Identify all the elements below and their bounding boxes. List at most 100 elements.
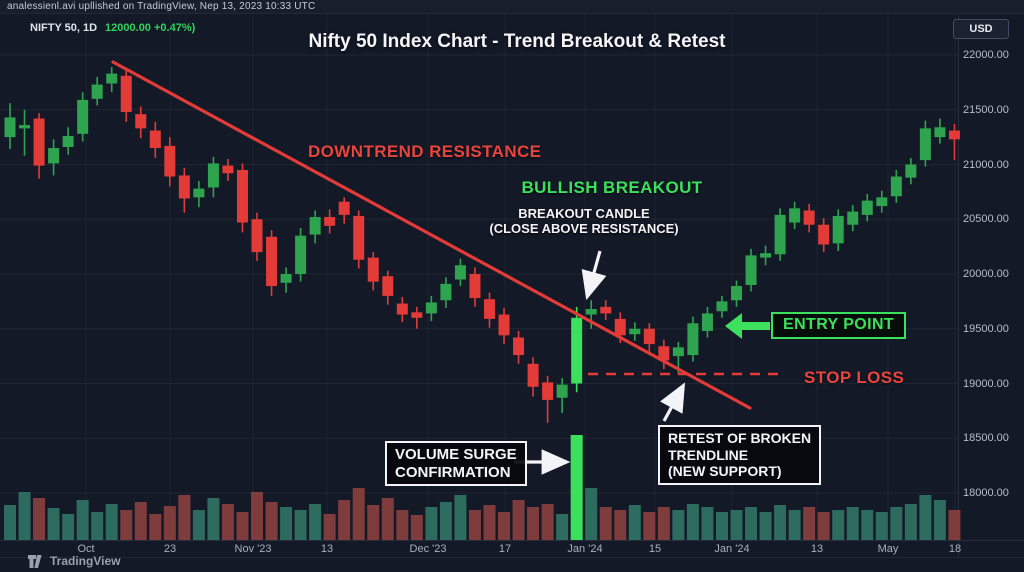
- candle-body: [629, 328, 641, 335]
- candle-body: [280, 274, 292, 283]
- volume-bar: [701, 507, 714, 540]
- candle-body: [396, 303, 408, 315]
- caption-text: analessienl.avi upllished on TradingView…: [7, 1, 316, 12]
- volume-surge-label-line1: VOLUME SURGE: [395, 446, 517, 463]
- volume-bar: [919, 495, 932, 540]
- volume-bar: [803, 507, 816, 540]
- volume-bar: [33, 498, 46, 540]
- currency-button[interactable]: USD: [953, 19, 1009, 39]
- retest-arrow: [660, 382, 686, 422]
- time-axis-label: 13: [810, 543, 824, 555]
- candle-body: [207, 163, 219, 188]
- volume-bar: [62, 514, 75, 540]
- volume-bar: [556, 514, 569, 540]
- volume-bar: [890, 507, 903, 540]
- retest-label: RETEST OF BROKEN TRENDLINE (NEW SUPPORT): [658, 425, 822, 485]
- candle-body: [411, 312, 423, 318]
- candle-body: [222, 165, 234, 174]
- candle-body: [106, 73, 118, 84]
- tradingview-brand[interactable]: TradingView: [28, 554, 120, 568]
- volume-bar: [541, 504, 554, 540]
- time-axis-label: 15: [648, 543, 662, 555]
- price-axis-label: 18500.00: [963, 432, 1009, 445]
- candle-body: [266, 236, 278, 287]
- price-axis-label: 20000.00: [963, 268, 1009, 280]
- price-axis-label: 19500.00: [963, 322, 1009, 335]
- bullish-breakout-label: BULLISH BREAKOUT: [521, 178, 703, 197]
- time-axis-label: 17: [498, 543, 512, 555]
- candle-body: [687, 323, 699, 356]
- volume-bar: [672, 510, 685, 540]
- price-axis-label: 19000.00: [963, 377, 1009, 390]
- volume-bar: [18, 492, 31, 540]
- candle-body: [513, 337, 525, 356]
- candle-body: [774, 214, 786, 255]
- candle-body: [760, 253, 772, 258]
- time-axis-label: 13: [320, 543, 334, 555]
- volume-bar: [512, 500, 525, 540]
- volume-bar: [657, 507, 670, 540]
- candle-body: [498, 314, 510, 336]
- candle-body: [890, 176, 902, 197]
- volume-bar: [599, 507, 612, 540]
- candle-body: [425, 302, 437, 314]
- retest-label-line1: RETEST OF BROKEN: [668, 430, 812, 446]
- candle-body: [77, 99, 89, 134]
- volume-bar: [294, 510, 307, 540]
- candle-body: [832, 215, 844, 244]
- volume-bar: [686, 504, 699, 540]
- candle-body: [571, 317, 583, 384]
- volume-surge-label: VOLUME SURGE CONFIRMATION: [385, 441, 527, 487]
- volume-bar: [236, 512, 249, 540]
- candle-body: [789, 208, 801, 223]
- symbol-legend[interactable]: NIFTY 50, 1D 12000.00 +0.47%): [30, 22, 195, 34]
- volume-bar: [846, 507, 859, 540]
- candle-body: [4, 117, 16, 138]
- candle-body: [353, 215, 365, 260]
- candle-body: [614, 318, 626, 336]
- candle-body: [236, 169, 248, 223]
- candle-body: [672, 347, 684, 357]
- downtrend-resistance-line[interactable]: [111, 60, 752, 410]
- chart-title: Nifty 50 Index Chart - Trend Breakout & …: [308, 31, 726, 52]
- time-axis-label: 18: [948, 543, 962, 555]
- candle-body: [48, 148, 60, 164]
- breakout-candle-label: BREAKOUT CANDLE (CLOSE ABOVE RESISTANCE): [489, 206, 678, 236]
- candle-body: [193, 188, 205, 198]
- volume-bar: [948, 510, 961, 540]
- candle-body: [135, 114, 147, 129]
- candle-body: [382, 276, 394, 296]
- price-axis-label: 21000.00: [963, 158, 1009, 171]
- volume-bar: [163, 506, 176, 540]
- volume-bar: [861, 510, 874, 540]
- volume-bar: [221, 504, 234, 540]
- breakout-candle-label-line1: BREAKOUT CANDLE: [518, 206, 650, 221]
- candle-body: [585, 309, 597, 315]
- volume-bar: [381, 498, 394, 540]
- time-axis-label: Jan '24: [714, 543, 750, 555]
- volume-bar: [47, 508, 60, 540]
- candle-body: [919, 128, 931, 161]
- candle-body: [33, 118, 45, 166]
- candle-body: [164, 145, 176, 177]
- retest-label-line3: (NEW SUPPORT): [668, 463, 782, 480]
- candle-body: [556, 384, 568, 398]
- stop-loss-label: STOP LOSS: [804, 368, 905, 387]
- volume-surge-label-line2: CONFIRMATION: [395, 463, 511, 481]
- candle-body: [876, 197, 888, 207]
- volume-bar: [76, 500, 89, 540]
- volume-bar: [105, 504, 118, 540]
- candle-body: [527, 363, 539, 387]
- volume-bar: [134, 502, 147, 540]
- volume-bar: [614, 510, 627, 540]
- time-axis-label: May: [877, 543, 899, 555]
- price-axis-label: 18000.00: [963, 487, 1009, 499]
- symbol-quote: 12000.00 +0.47%): [105, 22, 196, 34]
- candle-body: [716, 301, 728, 312]
- volume-bar: [832, 510, 845, 540]
- volume-bar: [468, 510, 481, 540]
- volume-bar: [280, 507, 293, 540]
- volume-bar: [904, 504, 917, 540]
- candle-body: [295, 235, 307, 274]
- entry-point-label: ENTRY POINT: [771, 312, 907, 339]
